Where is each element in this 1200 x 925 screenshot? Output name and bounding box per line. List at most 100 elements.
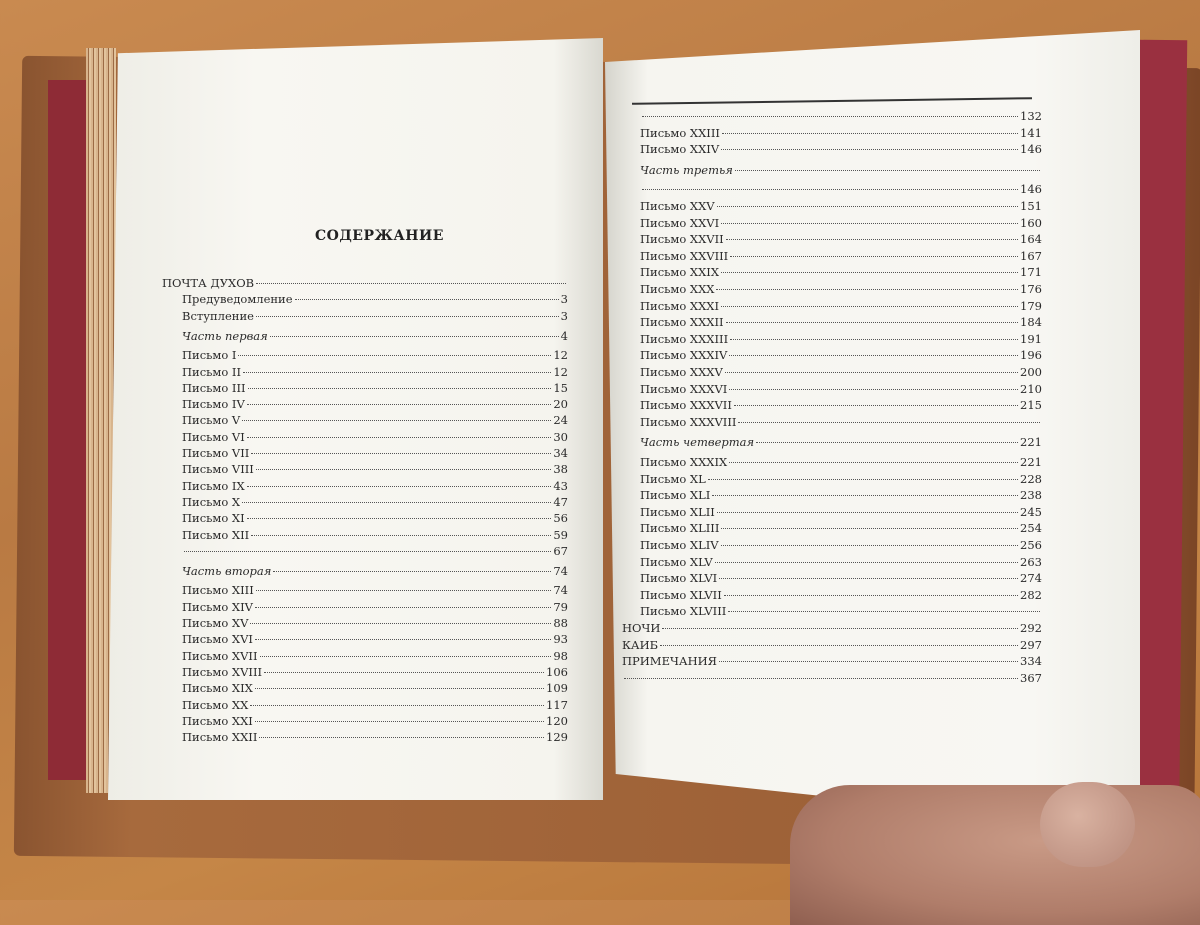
dot-leader [721,149,1019,151]
toc-entry: Письмо III 15 [182,381,568,397]
toc-entry-label: Письмо XXXIII [640,331,729,346]
dot-leader [721,528,1019,530]
dot-leader [251,534,552,536]
toc-entry: Письмо XXXIX 221 [640,455,1042,471]
toc-entry: Письмо XLIII 254 [640,521,1042,537]
toc-entry-page: 12 [553,364,568,379]
toc-entry: Часть первая 4 [182,329,568,345]
toc-entry-page: 79 [553,599,568,614]
toc-entry-label: Часть первая [182,328,268,343]
toc-entry: Письмо XXII 129 [182,730,568,746]
toc-entry-page: 221 [1020,435,1042,450]
dot-leader [725,322,1019,324]
toc-entry-page: 254 [1020,521,1042,536]
toc-entry: Письмо XXVI 160 [640,216,1042,232]
dot-leader [246,518,552,520]
dot-leader [729,462,1019,463]
toc-entry: Письмо VIII 38 [182,462,568,478]
toc-entry-label: Письмо XIX [182,681,253,696]
toc-entry-label: Письмо VIII [182,462,254,477]
toc-entry: Письмо XLIV 256 [640,538,1042,554]
dot-leader [255,469,552,471]
toc-entry: Письмо XXV 151 [640,199,1042,215]
toc-entry-page: 38 [553,462,568,477]
toc-entry-label: Письмо XLV [640,554,713,569]
toc-entry: Письмо V 24 [182,413,568,429]
toc-entry-page: 263 [1020,554,1042,569]
toc-entry-page: 221 [1020,455,1042,469]
toc-entry: Письмо XL 228 [640,472,1042,488]
toc-entry-label: Письмо XLVIII [640,604,727,619]
toc-entry-page: 238 [1020,488,1042,503]
toc-entry: Письмо XXVIII 167 [640,249,1042,265]
toc-entry: Письмо XIV 79 [182,600,568,616]
toc-entry-label: Письмо IV [182,397,245,412]
toc-entry-label: Письмо XLIV [640,538,719,552]
toc-entry-label: Письмо XXIX [640,265,720,280]
toc-entry-page: 98 [553,648,568,663]
toc-entry-page: 59 [553,527,568,542]
toc-entry-page: 67 [553,543,568,558]
dot-leader [730,255,1019,257]
toc-entry: 146 [640,182,1042,198]
toc-entry-page: 12 [553,348,568,363]
dot-leader [259,737,545,739]
toc-title: СОДЕРЖАНИЕ [315,228,444,244]
toc-entry: Письмо XXXVIII [640,415,1042,431]
dot-leader [721,222,1019,224]
toc-entry-label: Письмо X [182,494,241,509]
toc-entry-label: Письмо XXXV [640,365,723,379]
toc-entry-label: Письмо XLII [640,504,715,519]
toc-entry-page: 132 [1020,109,1042,123]
toc-entry-label: Письмо XX [182,697,249,712]
toc-entry: Письмо XLVII 282 [640,588,1042,604]
toc-entry-label: Письмо XIV [182,599,253,614]
toc-entry-label: Часть четвертая [640,435,755,450]
toc-entry-label: Письмо XIII [182,583,254,598]
toc-entry: Письмо VI 30 [182,430,568,446]
dot-leader [254,606,552,608]
toc-entry: Письмо XLVI 274 [640,571,1042,587]
toc-entry-label: Предуведомление [182,292,293,307]
toc-entry-label: Письмо XLIII [640,521,720,536]
toc-entry-label: Письмо XXXVII [640,398,732,413]
dot-leader [721,305,1019,307]
toc-entry: Письмо XIX 109 [182,681,568,697]
toc-entry: Письмо XXXI 179 [640,299,1042,315]
dot-leader [255,590,552,592]
toc-entry-label: Письмо XXII [182,730,258,745]
toc-entry: Письмо XLV 263 [640,555,1042,571]
toc-entry: Письмо XXIX 171 [640,265,1042,281]
toc-entry-page: 228 [1020,471,1042,486]
dot-leader [712,495,1019,497]
toc-entry-page: 146 [1020,142,1042,157]
dot-leader [718,661,1019,663]
toc-entry: Письмо XXI 120 [182,714,568,730]
dot-leader [184,550,552,552]
toc-entry: Письмо IV 20 [182,397,568,413]
toc-entry: Предуведомление 3 [182,292,568,308]
dot-leader [729,388,1019,390]
toc-entry-page: 334 [1020,654,1042,669]
toc-entry-label: Письмо XI [182,511,245,526]
toc-entry-page: 292 [1020,621,1042,635]
toc-entry: Письмо XXIII 141 [640,126,1042,142]
toc-entry-label: Письмо XV [182,616,249,630]
toc-entry-label: Письмо XL [640,471,706,486]
toc-entry-label: Письмо XXXIV [640,348,728,363]
toc-entry-page: 191 [1020,331,1042,346]
dot-leader [273,571,552,573]
toc-entry-label: Часть третья [640,162,733,177]
dot-leader [259,655,552,657]
toc-entry-page: 20 [553,397,568,412]
toc-entry-page: 106 [546,664,568,679]
dot-leader [242,420,552,422]
dot-leader [642,116,1019,117]
toc-entry-page: 129 [546,730,568,745]
toc-entry-label: Письмо XXX [640,282,715,296]
dot-leader [733,405,1019,407]
dot-leader [725,239,1019,241]
dot-leader [660,644,1019,646]
dot-leader [716,289,1019,290]
dot-leader [254,720,545,722]
